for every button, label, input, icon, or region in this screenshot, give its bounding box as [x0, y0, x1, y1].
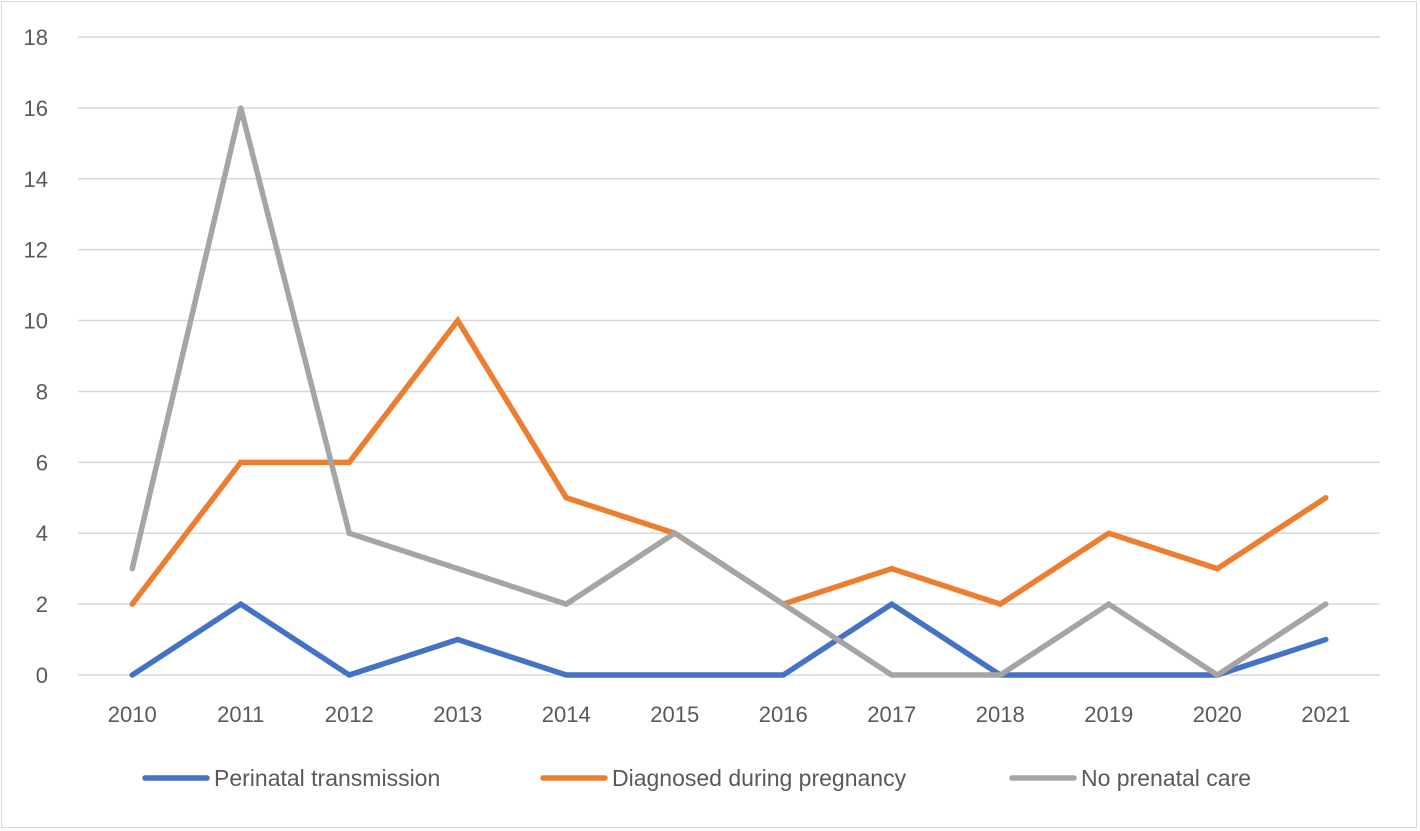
- series-line-2: [129, 107, 1329, 679]
- y-tick-label: 18: [24, 25, 48, 50]
- data-point: [346, 672, 352, 678]
- y-axis-ticks: 0 2 4 6 8 10 12 14 16 18: [24, 25, 48, 688]
- y-tick-label: 2: [36, 592, 48, 617]
- y-tick-label: 16: [24, 96, 48, 121]
- data-point: [238, 459, 244, 465]
- x-tick-label: 2020: [1193, 702, 1242, 727]
- y-tick-label: 10: [24, 309, 48, 334]
- data-point: [1106, 601, 1112, 607]
- series-lines: [129, 105, 1329, 679]
- legend-label: No prenatal care: [1081, 765, 1251, 791]
- data-point: [780, 672, 786, 678]
- x-tick-label: 2013: [433, 702, 482, 727]
- y-tick-label: 6: [36, 450, 48, 475]
- data-point: [889, 566, 895, 572]
- data-point: [889, 601, 895, 607]
- data-point: [1214, 566, 1220, 572]
- y-tick-label: 8: [36, 379, 48, 404]
- data-point: [997, 601, 1003, 607]
- legend-label: Perinatal transmission: [214, 765, 440, 791]
- x-tick-label: 2021: [1301, 702, 1350, 727]
- x-axis-ticks: 2010 2011 2012 2013 2014 2015 2016 2017 2018 2019…: [108, 702, 1350, 727]
- data-point: [346, 459, 352, 465]
- data-point: [1214, 672, 1220, 678]
- x-tick-label: 2018: [976, 702, 1025, 727]
- data-point: [129, 566, 135, 572]
- data-point: [997, 672, 1003, 678]
- series-line-0: [129, 600, 1329, 679]
- data-point: [346, 530, 352, 536]
- data-point: [455, 318, 461, 324]
- data-point: [563, 495, 569, 501]
- y-tick-label: 12: [24, 238, 48, 263]
- data-point: [1323, 637, 1329, 643]
- data-point: [455, 637, 461, 643]
- legend-label: Diagnosed during pregnancy: [612, 765, 907, 791]
- data-point: [672, 672, 678, 678]
- data-point: [563, 601, 569, 607]
- data-point: [889, 672, 895, 678]
- y-tick-label: 4: [36, 521, 48, 546]
- x-tick-label: 2014: [542, 702, 591, 727]
- x-tick-label: 2010: [108, 702, 157, 727]
- x-tick-label: 2015: [650, 702, 699, 727]
- data-point: [1106, 672, 1112, 678]
- data-point: [455, 566, 461, 572]
- x-tick-label: 2012: [325, 702, 374, 727]
- x-tick-label: 2019: [1084, 702, 1133, 727]
- gridlines: [78, 36, 1380, 676]
- data-point: [563, 672, 569, 678]
- data-point: [1323, 601, 1329, 607]
- data-point: [238, 601, 244, 607]
- x-tick-label: 2011: [217, 702, 264, 727]
- data-point: [1323, 495, 1329, 501]
- data-point: [129, 672, 135, 678]
- x-tick-label: 2017: [867, 702, 916, 727]
- data-point: [129, 601, 135, 607]
- legend: Perinatal transmission Diagnosed during p…: [142, 765, 1251, 791]
- x-tick-label: 2016: [759, 702, 808, 727]
- data-point: [672, 530, 678, 536]
- data-point: [1106, 530, 1112, 536]
- y-tick-label: 14: [24, 167, 48, 192]
- data-point: [238, 105, 244, 111]
- data-point: [780, 601, 786, 607]
- y-tick-label: 0: [36, 663, 48, 688]
